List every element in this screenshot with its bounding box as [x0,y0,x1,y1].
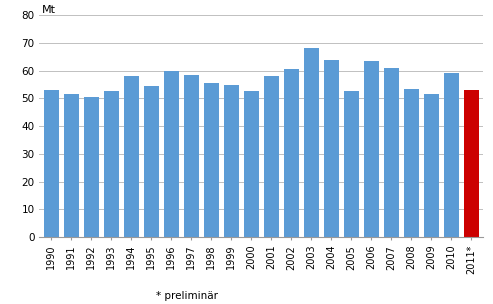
Bar [423,94,439,237]
Bar [463,90,479,237]
Bar [44,90,59,237]
Bar [384,68,399,237]
Bar [444,74,458,237]
Bar [204,83,219,237]
Bar [84,97,99,237]
Text: * preliminär: * preliminär [156,291,218,301]
Bar [124,76,139,237]
Bar [284,69,299,237]
Bar [304,48,319,237]
Bar [104,92,119,237]
Bar [144,86,159,237]
Text: Mt: Mt [41,5,55,15]
Bar [324,60,339,237]
Bar [64,94,79,237]
Bar [364,61,379,237]
Bar [244,92,259,237]
Bar [344,92,359,237]
Bar [224,85,239,237]
Bar [184,75,199,237]
Bar [264,76,279,237]
Bar [404,89,419,237]
Bar [164,71,179,237]
